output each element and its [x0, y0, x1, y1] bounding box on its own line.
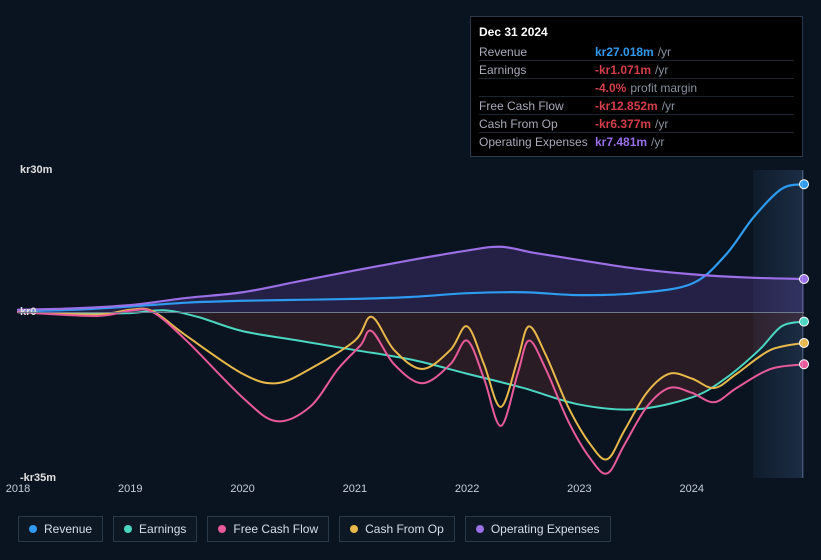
- legend-item-earnings[interactable]: Earnings: [113, 516, 197, 542]
- tooltip-row-value: kr27.018m/yr: [595, 45, 671, 59]
- x-tick-label: 2023: [567, 483, 591, 495]
- tooltip-row-suffix: profit margin: [630, 81, 697, 95]
- tooltip-row: Cash From Op-kr6.377m/yr: [479, 114, 794, 132]
- tooltip-row: Free Cash Flow-kr12.852m/yr: [479, 96, 794, 114]
- legend-item-cash-from-op[interactable]: Cash From Op: [339, 516, 455, 542]
- plot-area[interactable]: kr30mkr0-kr35m: [18, 170, 804, 478]
- hover-tooltip: Dec 31 2024 Revenuekr27.018m/yrEarnings-…: [470, 16, 803, 157]
- tooltip-row-label: Cash From Op: [479, 117, 595, 131]
- legend-dot-icon: [29, 525, 37, 533]
- chart-container: Dec 31 2024 Revenuekr27.018m/yrEarnings-…: [0, 0, 821, 560]
- legend-label: Free Cash Flow: [233, 522, 318, 536]
- tooltip-row: Revenuekr27.018m/yr: [479, 43, 794, 60]
- tooltip-row: -4.0%profit margin: [479, 78, 794, 96]
- tooltip-row-suffix: /yr: [655, 117, 668, 131]
- x-tick-label: 2019: [118, 483, 142, 495]
- series-area-operating-expenses: [18, 247, 804, 312]
- tooltip-row-value: kr7.481m/yr: [595, 135, 664, 149]
- tooltip-row-value: -kr1.071m/yr: [595, 63, 668, 77]
- x-tick-label: 2022: [455, 483, 479, 495]
- x-axis: 2018201920202021202220232024: [18, 483, 804, 503]
- tooltip-row-suffix: /yr: [655, 63, 668, 77]
- legend-dot-icon: [124, 525, 132, 533]
- tooltip-row-label: Earnings: [479, 63, 595, 77]
- x-tick-label: 2021: [343, 483, 367, 495]
- legend-dot-icon: [350, 525, 358, 533]
- legend-item-free-cash-flow[interactable]: Free Cash Flow: [207, 516, 329, 542]
- legend-label: Earnings: [139, 522, 186, 536]
- chart-svg: [18, 170, 804, 478]
- hover-vertical-line: [802, 170, 803, 478]
- legend-dot-icon: [218, 525, 226, 533]
- tooltip-row: Earnings-kr1.071m/yr: [479, 60, 794, 78]
- legend-item-revenue[interactable]: Revenue: [18, 516, 103, 542]
- y-tick-label: kr30m: [20, 164, 80, 176]
- tooltip-row-label: Operating Expenses: [479, 135, 595, 149]
- legend-item-operating-expenses[interactable]: Operating Expenses: [465, 516, 611, 542]
- legend: Revenue Earnings Free Cash Flow Cash From O…: [18, 516, 611, 542]
- legend-label: Revenue: [44, 522, 92, 536]
- x-tick-label: 2020: [230, 483, 254, 495]
- tooltip-row-label: Revenue: [479, 45, 595, 59]
- legend-label: Operating Expenses: [491, 522, 600, 536]
- tooltip-row-label: Free Cash Flow: [479, 99, 595, 113]
- tooltip-row-suffix: /yr: [658, 45, 671, 59]
- tooltip-date: Dec 31 2024: [479, 23, 794, 43]
- tooltip-row-suffix: /yr: [651, 135, 664, 149]
- x-tick-label: 2024: [679, 483, 703, 495]
- tooltip-row-value: -4.0%profit margin: [595, 81, 697, 95]
- tooltip-row-value: -kr12.852m/yr: [595, 99, 675, 113]
- tooltip-row: Operating Expenseskr7.481m/yr: [479, 132, 794, 150]
- tooltip-row-suffix: /yr: [662, 99, 675, 113]
- x-tick-label: 2018: [6, 483, 30, 495]
- tooltip-row-value: -kr6.377m/yr: [595, 117, 668, 131]
- zero-line: [18, 312, 804, 313]
- legend-label: Cash From Op: [365, 522, 444, 536]
- legend-dot-icon: [476, 525, 484, 533]
